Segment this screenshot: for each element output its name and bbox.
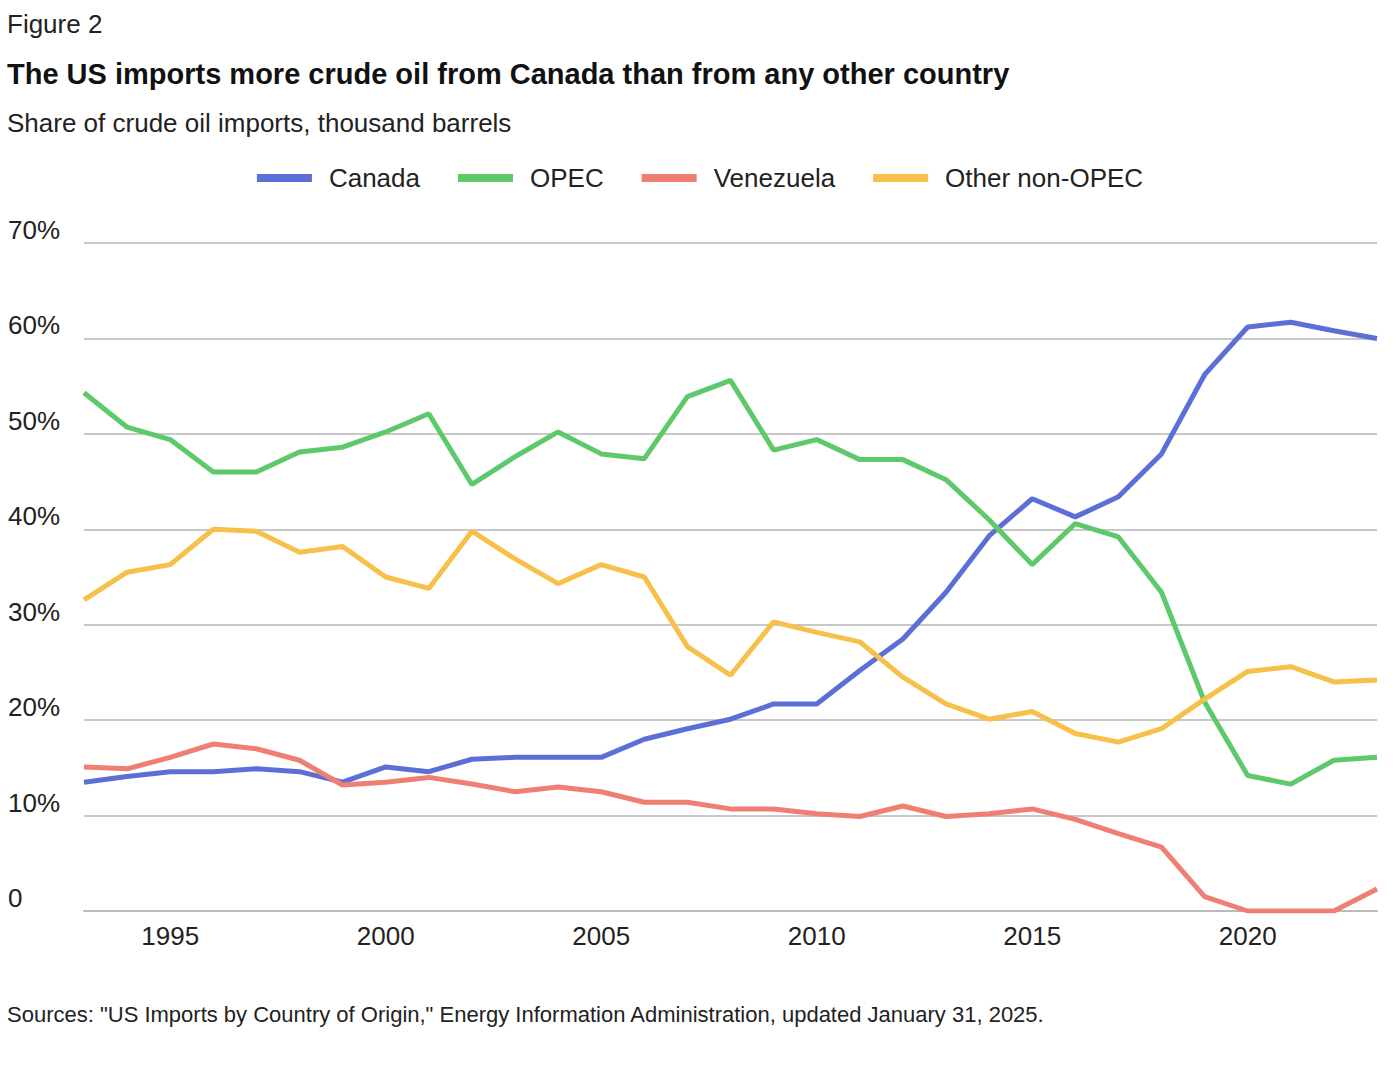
svg-text:30%: 30%: [8, 597, 60, 627]
svg-text:OPEC: OPEC: [530, 163, 604, 193]
svg-text:Canada: Canada: [329, 163, 421, 193]
svg-text:2020: 2020: [1219, 921, 1277, 951]
svg-text:10%: 10%: [8, 788, 60, 818]
svg-text:Share of crude oil imports, th: Share of crude oil imports, thousand bar…: [7, 108, 511, 138]
svg-text:Venezuela: Venezuela: [714, 163, 836, 193]
svg-text:2000: 2000: [357, 921, 415, 951]
svg-text:The US imports more crude oil: The US imports more crude oil from Canad…: [7, 58, 1009, 90]
svg-text:60%: 60%: [8, 310, 60, 340]
svg-text:0: 0: [8, 883, 22, 913]
svg-text:2010: 2010: [788, 921, 846, 951]
svg-text:2015: 2015: [1003, 921, 1061, 951]
svg-text:1995: 1995: [141, 921, 199, 951]
svg-text:Figure 2: Figure 2: [7, 9, 102, 39]
svg-text:20%: 20%: [8, 692, 60, 722]
svg-text:70%: 70%: [8, 215, 60, 245]
svg-text:Other non-OPEC: Other non-OPEC: [945, 163, 1143, 193]
svg-text:2005: 2005: [572, 921, 630, 951]
svg-text:Sources: "US Imports by Countr: Sources: "US Imports by Country of Origi…: [7, 1002, 1044, 1027]
svg-text:50%: 50%: [8, 406, 60, 436]
svg-text:40%: 40%: [8, 501, 60, 531]
